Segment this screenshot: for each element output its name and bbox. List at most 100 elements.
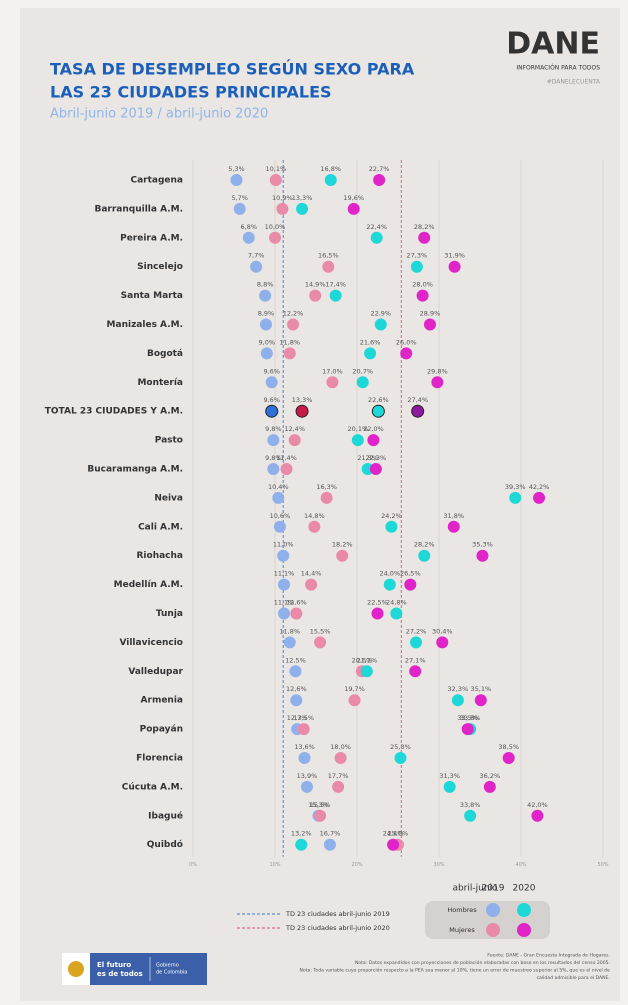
value-label: 5,3% (228, 165, 245, 173)
data-dot (280, 463, 293, 475)
value-label: 28,2% (414, 541, 435, 549)
data-dot (242, 231, 255, 244)
data-dot (326, 376, 339, 389)
value-label: 15,5% (310, 801, 331, 809)
data-dot (276, 202, 289, 215)
value-label: 33,8% (460, 714, 481, 722)
data-dot (451, 694, 464, 707)
category-label: Florencia (136, 754, 183, 764)
legend-swatch (517, 903, 531, 917)
value-label: 17,4% (325, 281, 346, 289)
data-dot (373, 174, 386, 186)
title-line: TASA DE DESEMPLEO SEGÚN SEXO PARA (50, 60, 415, 79)
value-label: 30,4% (432, 627, 453, 635)
data-dot (332, 780, 345, 793)
category-label: Manizales A.M. (107, 320, 183, 330)
note: Nota: Toda variable cuya proporción resp… (300, 967, 611, 974)
data-dot (267, 463, 280, 475)
note: Fuente: DANE - Gran Encuesta Integrada d… (487, 953, 610, 959)
value-label: 11,8% (279, 338, 300, 346)
data-dot (322, 260, 335, 273)
data-dot (370, 231, 383, 244)
legend-group: Mujeres (449, 926, 475, 934)
data-dot (404, 578, 417, 591)
data-dot (309, 289, 322, 302)
brand-name: DANE (506, 27, 600, 62)
data-dot (448, 260, 461, 273)
data-dot (250, 260, 263, 273)
panel-background (20, 8, 620, 1001)
reference-legend-label: TD 23 ciudades abril-junio 2020 (285, 924, 390, 932)
value-label: 14,4% (301, 570, 322, 578)
data-dot (436, 636, 449, 649)
data-dot (295, 404, 309, 418)
category-label: Sincelejo (137, 262, 183, 272)
value-label: 19,6% (343, 194, 364, 202)
footer-slogan: El futuro (97, 961, 131, 969)
x-tick-label: 40% (515, 862, 526, 868)
category-label: Valledupar (128, 667, 183, 677)
data-dot (531, 809, 544, 822)
data-dot (474, 694, 487, 707)
value-label: 17,0% (322, 367, 343, 375)
category-label: Cali A.M. (138, 522, 183, 532)
value-label: 12,2% (283, 310, 304, 318)
value-label: 13,3% (292, 396, 313, 404)
value-label: 12,7% (287, 714, 308, 722)
data-dot (324, 174, 337, 186)
value-label: 33,5% (457, 714, 478, 722)
data-dot (323, 838, 336, 851)
data-dot (290, 694, 303, 707)
category-label: Armenia (141, 696, 183, 706)
value-label: 32,3% (448, 685, 469, 693)
value-label: 10,4% (268, 483, 289, 491)
value-label: 24,8% (386, 599, 407, 607)
category-label: Quibdó (147, 839, 183, 850)
data-dot (295, 838, 308, 851)
data-dot (371, 607, 384, 620)
value-label: 19,7% (344, 685, 365, 693)
footer-government: de Colombia (156, 970, 187, 976)
value-label: 14,8% (304, 512, 325, 520)
data-dot (385, 520, 398, 533)
value-label: 9,8% (265, 454, 282, 462)
data-dot (431, 376, 444, 389)
value-label: 22,4% (366, 223, 387, 231)
value-label: 11,0% (273, 541, 294, 549)
value-label: 13,3% (292, 194, 313, 202)
data-dot (461, 723, 474, 736)
brand-tagline: INFORMACIÓN PARA TODOS (516, 65, 600, 72)
data-dot (410, 636, 423, 649)
value-label: 24,4% (383, 830, 404, 838)
data-dot (369, 463, 382, 475)
data-dot (320, 491, 333, 504)
data-dot (400, 347, 413, 360)
value-label: 16,7% (320, 830, 341, 838)
data-dot (509, 491, 522, 504)
data-dot (259, 318, 272, 331)
category-label: Neiva (154, 493, 183, 503)
value-label: 17,7% (328, 772, 349, 780)
x-tick-label: 10% (269, 862, 280, 868)
value-label: 33,8% (460, 801, 481, 809)
value-label: 5,7% (231, 194, 248, 202)
value-label: 15,3% (308, 801, 329, 809)
x-tick-label: 30% (433, 862, 444, 868)
value-label: 22,9% (370, 310, 391, 318)
data-dot (305, 578, 318, 591)
value-label: 31,3% (439, 772, 460, 780)
data-dot (260, 347, 273, 360)
category-label: Santa Marta (121, 291, 183, 301)
category-label: Bogotá (147, 349, 183, 359)
value-label: 9,6% (263, 396, 280, 404)
data-dot (283, 347, 296, 360)
data-dot (290, 607, 303, 620)
data-dot (300, 780, 313, 793)
data-dot (418, 549, 431, 562)
data-dot (383, 578, 396, 591)
value-label: 11,4% (276, 454, 297, 462)
data-dot (277, 549, 290, 562)
data-dot (267, 434, 280, 447)
data-dot (418, 231, 431, 244)
data-dot (361, 463, 374, 475)
